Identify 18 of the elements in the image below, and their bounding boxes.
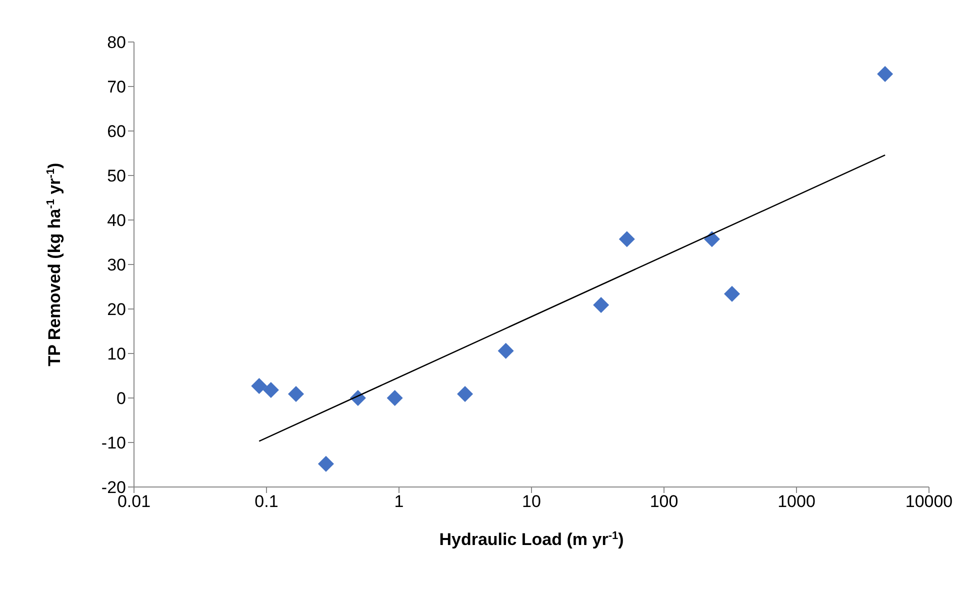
x-tick-label: 0.01 — [117, 492, 151, 512]
y-tick-label: 60 — [107, 122, 126, 142]
x-tick-label: 10 — [522, 492, 541, 512]
x-axis-title: Hydraulic Load (m yr$^{-1}$) — [439, 530, 624, 549]
x-tick-label: 10000 — [905, 492, 953, 512]
y-tick-label: 80 — [107, 33, 126, 52]
y-tick-label: 50 — [107, 166, 126, 186]
x-tick-label: 0.1 — [254, 492, 278, 512]
x-tick-label: 1 — [394, 492, 404, 512]
y-tick-label: 10 — [107, 344, 126, 364]
y-tick-label: -10 — [101, 434, 126, 453]
y-tick-label: 20 — [107, 300, 126, 320]
y-tick-label: 0 — [116, 389, 126, 408]
x-tick-label: 100 — [650, 492, 678, 512]
y-tick-label: 40 — [107, 211, 126, 230]
x-tick-label: 1000 — [778, 492, 816, 512]
y-tick-label: 70 — [107, 78, 126, 97]
y-tick-label: 30 — [107, 256, 126, 275]
